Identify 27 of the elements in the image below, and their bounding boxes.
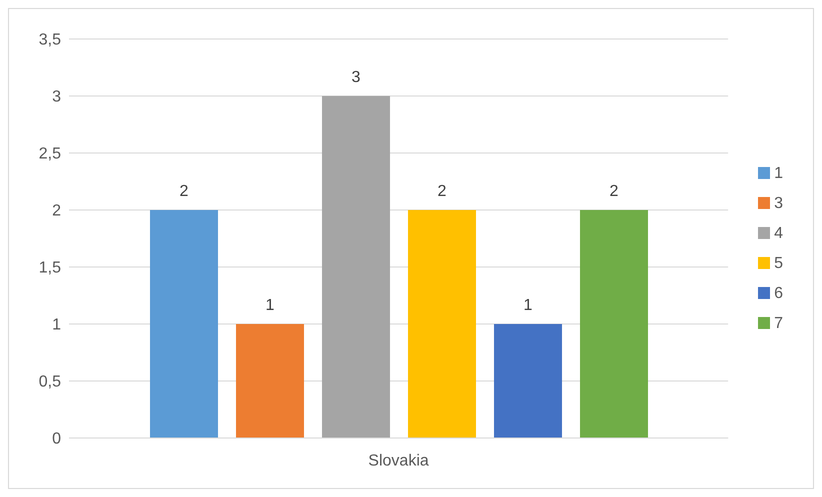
data-label: 3 — [352, 69, 361, 86]
y-tick-label: 2,5 — [38, 146, 62, 163]
data-label: 2 — [438, 183, 447, 200]
bar — [236, 324, 304, 438]
y-tick-label: 1 — [52, 316, 62, 334]
data-label: 2 — [180, 183, 189, 200]
y-tick-label: 1,5 — [38, 260, 62, 277]
legend-label: 3 — [774, 194, 783, 212]
bar — [150, 210, 218, 438]
x-tick-label: Slovakia — [368, 452, 429, 470]
y-tick-label: 0 — [52, 430, 62, 448]
bar — [494, 324, 562, 438]
legend-label: 4 — [774, 224, 783, 242]
legend-label: 5 — [774, 254, 783, 272]
y-tick-label: 0,5 — [38, 374, 62, 391]
y-tick-label: 3,5 — [38, 32, 62, 49]
y-tick-label: 2 — [52, 202, 62, 220]
data-label: 1 — [266, 297, 275, 314]
legend-label: 1 — [774, 164, 783, 182]
data-label: 1 — [524, 297, 533, 314]
bar — [322, 96, 390, 438]
bar — [408, 210, 476, 438]
legend-label: 7 — [774, 314, 783, 332]
legend-label: 6 — [774, 284, 783, 302]
data-label: 2 — [610, 183, 619, 200]
bar — [580, 210, 648, 438]
y-tick-label: 3 — [52, 88, 62, 106]
